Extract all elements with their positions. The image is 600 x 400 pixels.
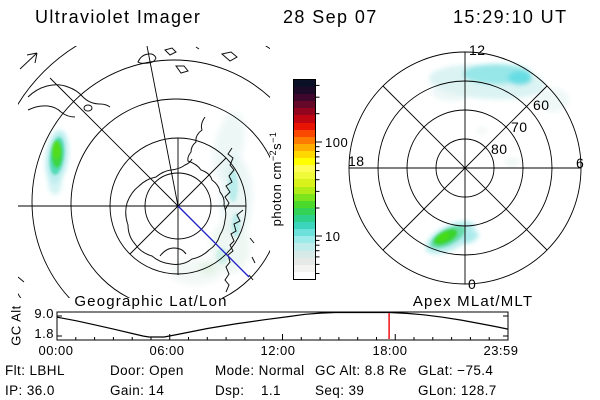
strip-xtick-1800: 18:00 <box>372 343 408 358</box>
east-coast-jagged <box>224 147 244 293</box>
colorbar-step <box>294 215 315 223</box>
colorbar-tick-100: 100 <box>325 135 349 150</box>
faint-aurora-wash <box>170 112 252 285</box>
colorbar-step <box>294 143 315 152</box>
colorbar-step <box>294 271 315 279</box>
left-plot-title: Geographic Lat/Lon <box>74 293 228 310</box>
colorbar-step <box>294 172 315 180</box>
strip-xtick-2359: 23:59 <box>483 343 519 358</box>
bright-auroral-spot <box>45 130 69 195</box>
antarctica-coastline <box>125 116 227 265</box>
ring-label-80: 80 <box>491 141 508 157</box>
strip-xtick-0600: 06:00 <box>149 343 185 358</box>
mlt-label-6: 6 <box>576 155 585 171</box>
coastlines <box>18 46 256 293</box>
colorbar-step <box>294 257 315 265</box>
ring-label-60: 60 <box>533 97 550 113</box>
colorbar-step <box>294 115 315 123</box>
unit-part: s <box>269 142 284 150</box>
island-small <box>83 104 93 112</box>
strip-ytick-1.8: 1.8 <box>34 326 54 341</box>
strip-ylabel: GC Alt <box>8 305 24 346</box>
gc-alt-strip-chart <box>56 311 509 341</box>
status-gcalt: GC Alt: 8.8 Re <box>315 363 407 378</box>
premidnight-bright-blob <box>425 221 479 254</box>
gc-alt-curve <box>56 311 509 338</box>
colorbar-unit-label: photon cm−2s−1 <box>268 79 284 279</box>
mlt-dial-grid <box>348 51 582 285</box>
colorbar-step <box>294 222 315 230</box>
strip-xtick-0000: 00:00 <box>38 343 74 358</box>
colorbar-step <box>294 243 315 251</box>
colorbar-step <box>294 158 315 166</box>
ring-label-70: 70 <box>511 119 528 135</box>
colorbar-step <box>294 151 315 159</box>
colorbar-step <box>294 87 315 95</box>
unit-part: photon cm <box>269 161 284 227</box>
colorbar-step <box>294 165 315 173</box>
strip-chart-ticks <box>56 315 509 340</box>
status-mode: Mode: Normal <box>215 363 305 378</box>
colorbar-step <box>294 122 315 130</box>
colorbar-ticks <box>316 84 322 274</box>
colorbar-step <box>294 101 315 109</box>
status-seq: Seq: 39 <box>315 383 365 398</box>
ice-shelf-notch <box>159 247 187 257</box>
colorbar-step <box>294 207 315 216</box>
colorbar-step <box>294 129 315 137</box>
strip-ytick-9: 9.0 <box>34 306 54 321</box>
colorbar-step <box>294 108 315 116</box>
colorbar-step <box>294 200 315 208</box>
mlt-label-12: 12 <box>469 42 486 58</box>
date-label: 28 Sep 07 <box>283 7 378 27</box>
mlt-label-18: 18 <box>348 153 365 169</box>
map-arrow-decoration <box>19 52 38 70</box>
status-dsp: Dsp: 1.1 <box>215 383 281 398</box>
status-ip: IP: 36.0 <box>5 383 55 398</box>
colorbar-step <box>294 179 315 187</box>
right-plot-title: Apex MLat/MLT <box>412 293 534 310</box>
colorbar-step <box>294 236 315 244</box>
colorbar-step <box>294 250 315 258</box>
mlt-label-0: 0 <box>468 276 477 292</box>
colorbar-step <box>294 264 315 272</box>
dayside-diffuse-band <box>429 64 569 167</box>
apex-dial-plot <box>348 51 582 285</box>
spacecraft-track-line <box>177 205 250 278</box>
unit-sup: −1 <box>268 131 278 143</box>
status-glon: GLon: 128.7 <box>418 383 497 398</box>
colorbar-step <box>294 94 315 102</box>
geographic-polar-plot <box>18 46 270 298</box>
colorbar <box>293 79 316 280</box>
unit-sup: −2 <box>268 149 278 162</box>
colorbar-step <box>294 186 315 194</box>
offshore-islands <box>248 237 256 281</box>
colorbar-step <box>294 193 315 201</box>
time-label: 15:29:10 UT <box>453 7 568 27</box>
south-america-tip <box>27 84 111 118</box>
app-title: Ultraviolet Imager <box>35 7 202 27</box>
status-gain: Gain: 14 <box>110 383 165 398</box>
colorbar-tick-10: 10 <box>325 229 341 244</box>
status-flt: Flt: LBHL <box>5 363 65 378</box>
status-glat: GLat: −75.4 <box>418 363 494 378</box>
colorbar-step <box>294 229 315 237</box>
colorbar-step <box>294 136 315 144</box>
top-islands <box>137 46 238 74</box>
colorbar-step <box>294 79 315 88</box>
status-door: Door: Open <box>110 363 184 378</box>
strip-xtick-1200: 12:00 <box>260 343 296 358</box>
islet-mark <box>18 276 25 283</box>
